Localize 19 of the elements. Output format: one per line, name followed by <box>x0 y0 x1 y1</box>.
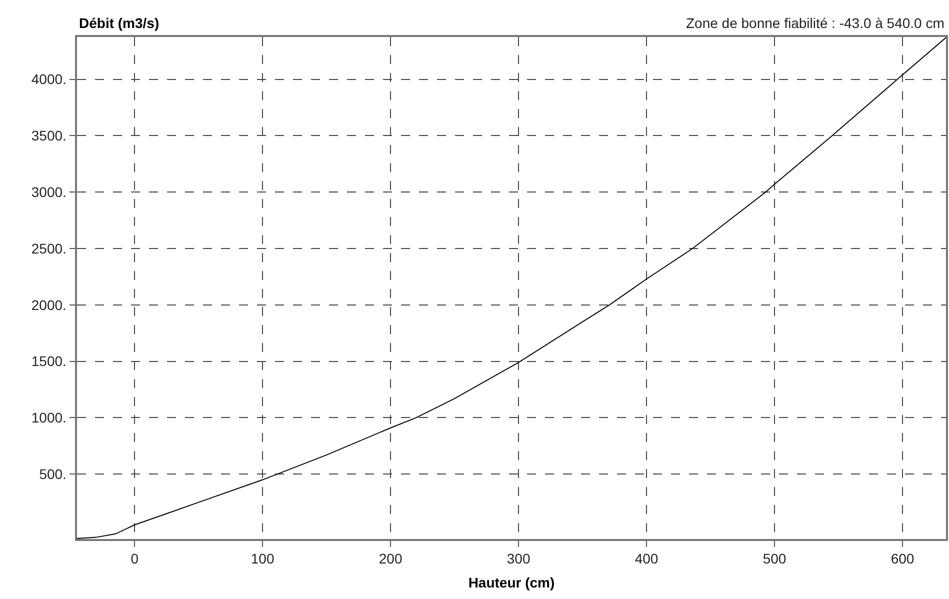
y-tick-label: 2500. <box>31 240 66 256</box>
x-axis-title: Hauteur (cm) <box>468 574 555 590</box>
x-tick-label: 500 <box>762 550 786 567</box>
y-axis-title: Débit (m3/s) <box>79 15 160 31</box>
y-tick-label: 4000. <box>31 71 66 88</box>
text: Zone de bonne fiabilité : -43.0 à 540.0 cm <box>686 15 944 31</box>
line-series <box>77 37 946 539</box>
y-tick-label: 1000. <box>31 410 66 426</box>
x-tick-label: 200 <box>378 550 402 567</box>
y-tick-label: 2000. <box>31 296 66 313</box>
y-tick-label: 500. <box>39 466 66 482</box>
x-tick-label: 600 <box>890 550 914 567</box>
y-tick-label: 3500. <box>31 128 66 144</box>
x-tick-label: 100 <box>250 550 274 567</box>
x-tick-label: 300 <box>506 550 530 567</box>
y-tick-label: 3000. <box>31 184 66 200</box>
y-tick-label: 1500. <box>31 353 66 370</box>
x-tick-label: 400 <box>634 550 658 567</box>
x-tick-label: 0 <box>130 550 139 567</box>
